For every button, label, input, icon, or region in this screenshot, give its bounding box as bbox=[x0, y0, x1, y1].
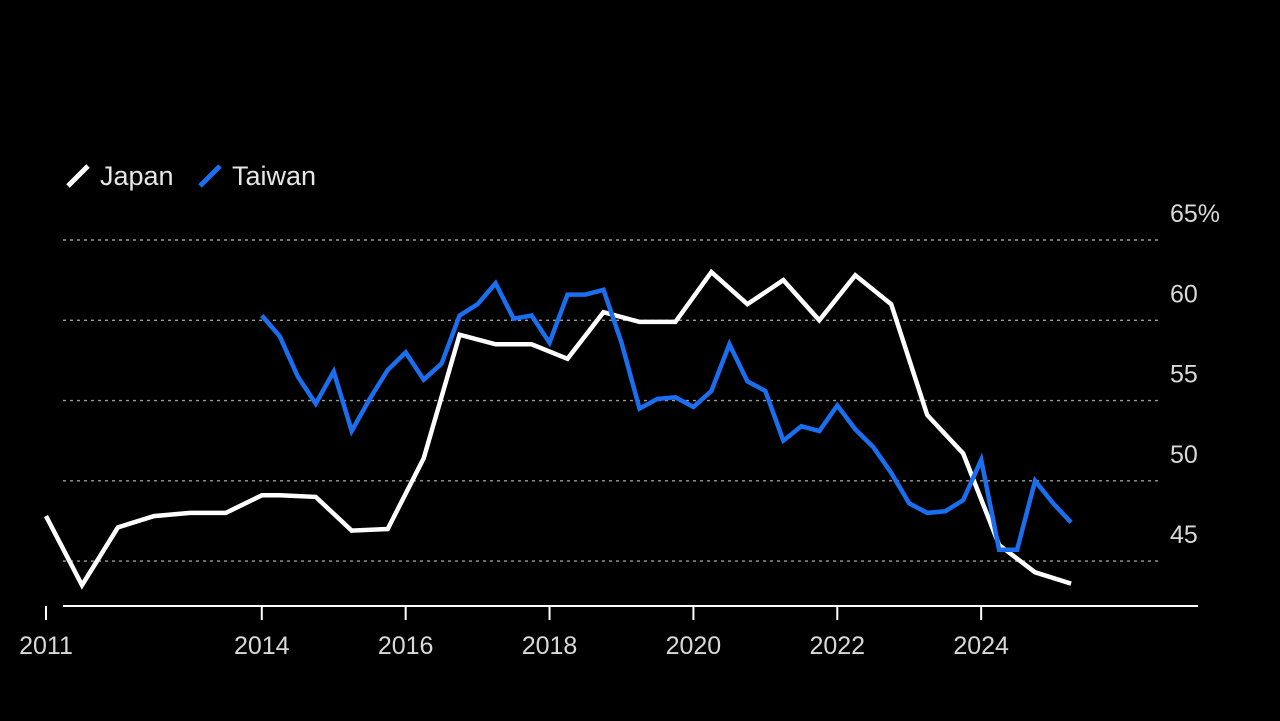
x-tick-label-3: 2018 bbox=[522, 632, 578, 660]
series-line-japan bbox=[44, 268, 1072, 590]
legend-swatch-taiwan bbox=[198, 164, 222, 188]
y-axis-ticks: 65% 60 55 50 45 bbox=[1170, 200, 1220, 549]
x-axis: 2011 2014 2016 2018 2020 2022 2024 bbox=[19, 605, 1198, 660]
x-tick-label-1: 2014 bbox=[234, 632, 290, 660]
legend-item-taiwan: Taiwan bbox=[198, 161, 316, 191]
x-tick-label-0: 2011 bbox=[19, 632, 73, 660]
legend-swatch-japan bbox=[66, 164, 90, 188]
series-line-taiwan bbox=[260, 279, 1073, 553]
series-lines bbox=[44, 268, 1073, 590]
y-tick-label-4: 45 bbox=[1170, 521, 1198, 549]
x-tick-label-4: 2020 bbox=[666, 632, 722, 660]
y-tick-label-0: 65% bbox=[1170, 200, 1220, 228]
y-tick-label-1: 60 bbox=[1170, 280, 1198, 308]
y-tick-label-3: 50 bbox=[1170, 441, 1198, 469]
legend-label-japan: Japan bbox=[100, 161, 174, 191]
x-tick-label-5: 2022 bbox=[809, 632, 865, 660]
legend: Japan Taiwan bbox=[66, 161, 316, 191]
legend-label-taiwan: Taiwan bbox=[232, 161, 316, 191]
y-tick-label-2: 55 bbox=[1170, 361, 1198, 389]
x-tick-label-2: 2016 bbox=[378, 632, 434, 660]
legend-item-japan: Japan bbox=[66, 161, 174, 191]
x-tick-label-6: 2024 bbox=[953, 632, 1009, 660]
